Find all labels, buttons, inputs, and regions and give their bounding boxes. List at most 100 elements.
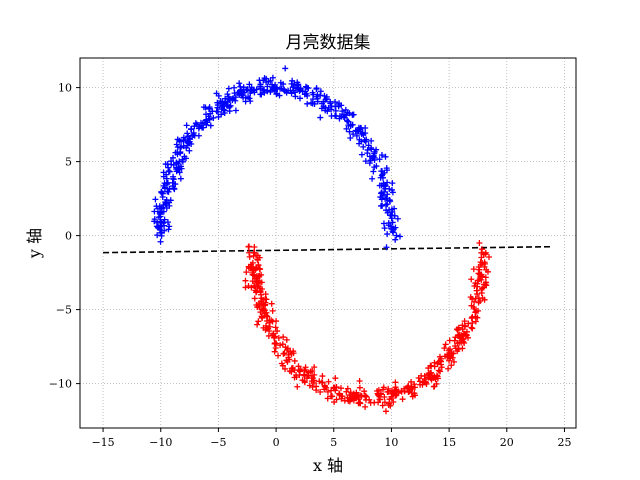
data-point [302,364,309,371]
data-point [234,89,241,96]
data-point [277,342,284,349]
data-point [478,249,485,256]
data-point [357,124,364,131]
data-point [338,395,345,402]
data-point [463,332,470,339]
data-point [385,385,392,392]
data-point [210,114,217,121]
data-point [446,350,453,357]
data-point [371,399,378,406]
data-point [244,86,251,93]
data-point [251,243,258,250]
data-point [290,348,297,355]
data-point [280,334,287,341]
data-point [159,190,166,197]
data-point [405,383,412,390]
data-point [239,88,246,95]
data-point [303,90,310,97]
data-point [388,212,395,219]
data-point [257,279,264,286]
data-point [251,249,258,256]
data-point [288,90,295,97]
data-point [332,375,339,382]
x-axis-label: x 轴 [313,456,343,475]
data-point [295,81,302,88]
data-point [379,171,386,178]
data-point [302,83,309,90]
data-point [269,307,276,314]
data-point [365,142,372,149]
data-point [246,249,253,256]
data-point [379,402,386,409]
y-tick-label: 10 [58,82,72,95]
data-point [427,362,434,369]
data-point [438,364,445,371]
data-point [404,384,411,391]
data-point [270,331,277,338]
data-point [168,158,175,165]
data-point [405,389,412,396]
data-point [477,298,484,305]
decision-boundary-layer [103,245,553,254]
data-point [389,219,396,226]
data-point [242,284,249,291]
data-point [472,295,479,302]
data-point [370,152,377,159]
data-point [158,219,165,226]
data-point [301,367,308,374]
data-point [166,168,173,175]
data-point [179,156,186,163]
data-point [332,107,339,114]
data-point [461,340,468,347]
data-point [385,402,392,409]
x-tick-label: −15 [91,436,114,449]
data-point [374,388,381,395]
data-point [273,90,280,97]
data-point [152,196,159,203]
data-point [343,388,350,395]
data-point [353,132,360,139]
data-point [260,305,267,312]
data-point [472,313,479,320]
data-point [341,397,348,404]
y-tick-label: −10 [49,378,72,391]
data-point [349,393,356,400]
data-point [468,315,475,322]
data-point [381,225,388,232]
data-point [308,378,315,385]
data-point [258,286,265,293]
data-point [376,156,383,163]
data-point [391,205,398,212]
data-point [177,175,184,182]
data-point [271,339,278,346]
data-point [198,122,205,129]
data-point [165,168,172,174]
axis-ticks: −15 −10 −5 0 5 10 15 20 25 −10 −5 0 5 10 [49,82,572,449]
data-point [190,129,197,136]
data-point [242,277,249,284]
data-point [378,152,385,159]
data-point [248,284,255,291]
data-point [257,83,264,90]
data-point [175,166,182,173]
data-point [255,262,262,269]
data-point [446,337,453,344]
data-point [291,367,298,374]
data-point [382,201,389,208]
data-point [161,180,168,187]
data-point [362,403,369,410]
data-point [395,388,402,395]
data-point [449,354,456,361]
data-point [411,381,418,388]
data-point [369,175,376,182]
data-point [262,322,269,329]
data-point [324,395,331,402]
data-point [356,384,363,391]
data-point [379,192,386,199]
data-point [253,278,260,285]
data-point [367,157,374,164]
data-point [310,91,317,98]
data-point [221,107,228,114]
data-point [468,302,475,309]
data-point [345,118,352,125]
